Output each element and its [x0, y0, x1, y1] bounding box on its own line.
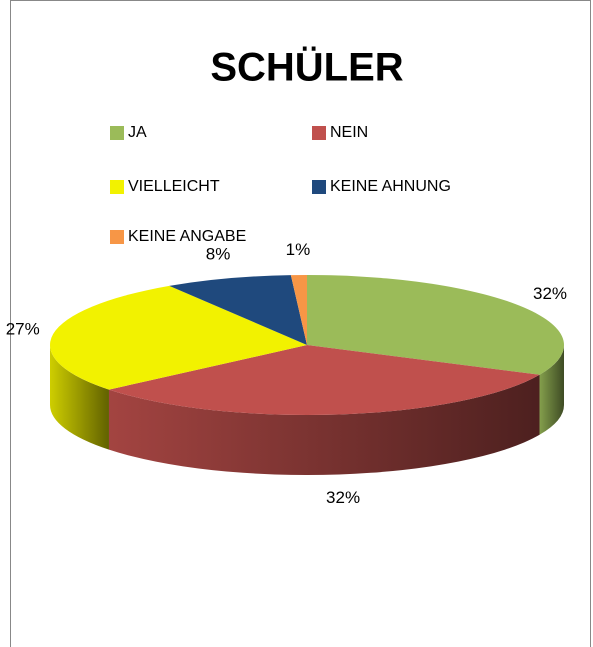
- data-label: 32%: [326, 488, 360, 507]
- legend-label: KEINE ANGABE: [128, 228, 246, 245]
- data-label: 8%: [206, 245, 231, 264]
- pie-slice: [49, 285, 307, 390]
- pie-slice: [307, 275, 564, 375]
- data-label: 27%: [6, 320, 40, 339]
- legend-swatch: [110, 126, 124, 140]
- legend-label: VIELLEICHT: [128, 178, 220, 195]
- pie-side: [108, 374, 540, 475]
- legend-label: JA: [128, 124, 147, 141]
- pie-slice: [108, 345, 540, 416]
- legend-label: NEIN: [330, 124, 368, 141]
- legend-swatch: [110, 230, 124, 244]
- chart-title: SCHÜLER: [210, 45, 403, 90]
- pie-side: [50, 345, 109, 450]
- legend-swatch: [312, 126, 326, 140]
- legend-swatch: [110, 180, 124, 194]
- pie-slice: [290, 275, 307, 345]
- pie-slice: [169, 275, 307, 345]
- data-label: 32%: [533, 284, 567, 303]
- pie-side: [539, 345, 564, 435]
- data-label: 1%: [286, 240, 311, 259]
- legend-label: KEINE AHNUNG: [330, 178, 451, 195]
- legend-swatch: [312, 180, 326, 194]
